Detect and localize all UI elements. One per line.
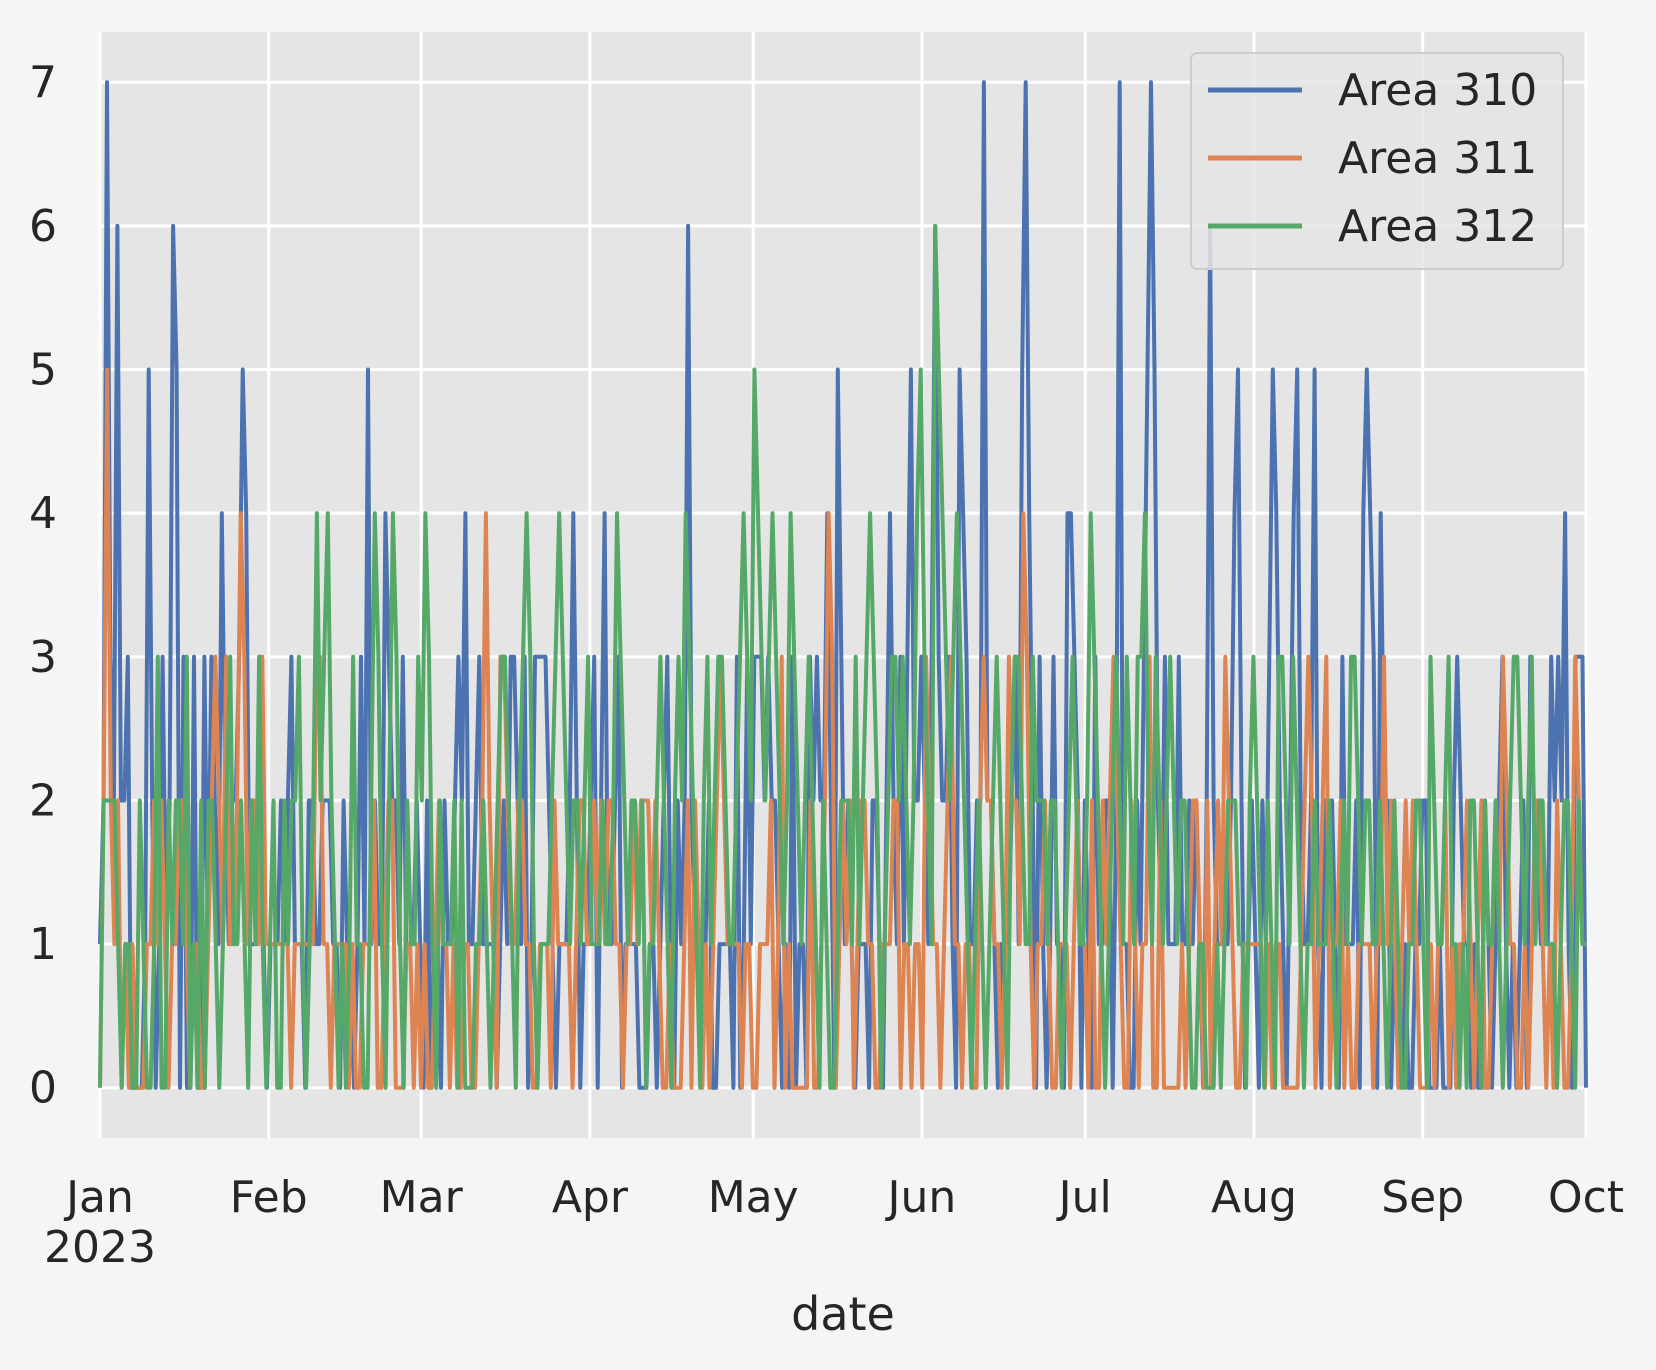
y-tick-label: 2 [29, 775, 57, 826]
y-tick-label: 1 [29, 919, 57, 970]
x-axis-label: date [791, 1287, 895, 1341]
x-tick-label: Jul [1056, 1172, 1112, 1223]
x-tick-label: Feb [230, 1172, 308, 1223]
y-axis-ticks: 0 1 2 3 4 5 6 7 [29, 57, 57, 1113]
legend-label: Area 312 [1338, 201, 1537, 252]
x-tick-label: Sep [1381, 1172, 1464, 1223]
series-lines [98, 80, 1588, 1090]
series-line [98, 223, 1586, 1090]
x-tick-label: Apr [552, 1172, 629, 1223]
legend-label: Area 310 [1338, 65, 1537, 116]
y-tick-label: 7 [29, 57, 57, 108]
y-tick-label: 4 [29, 488, 57, 539]
legend: Area 310 Area 311 Area 312 [1190, 52, 1564, 270]
x-tick-label: Oct [1548, 1172, 1624, 1223]
x-tick-label: May [708, 1172, 799, 1223]
y-tick-label: 6 [29, 201, 57, 252]
x-tick-label: Mar [380, 1172, 464, 1223]
legend-label: Area 311 [1338, 133, 1537, 184]
x-tick-sublabel: 2023 [44, 1222, 156, 1273]
y-tick-label: 0 [29, 1063, 57, 1114]
x-tick-label: Jun [885, 1172, 957, 1223]
x-tick-label: Aug [1211, 1172, 1297, 1223]
legend-box [1190, 52, 1564, 270]
x-tick-label: Jan [63, 1172, 134, 1223]
y-tick-label: 5 [29, 345, 57, 396]
y-tick-label: 3 [29, 632, 57, 683]
